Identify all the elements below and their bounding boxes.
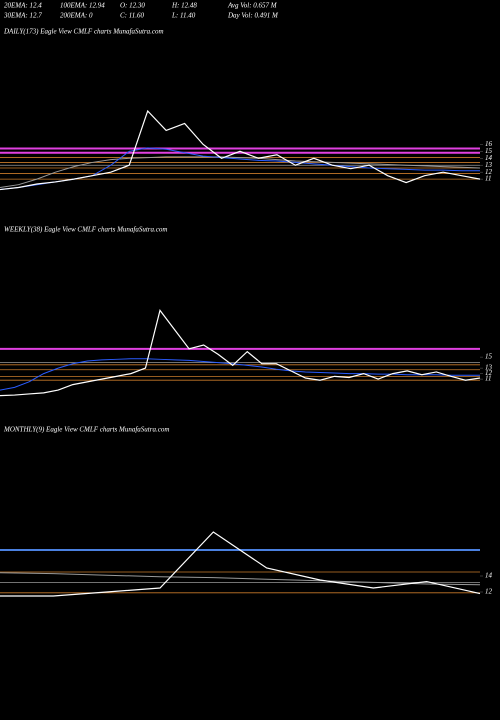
header-stat: 100EMA: 12.94	[60, 2, 105, 10]
series-line	[0, 309, 481, 397]
header-stat: L: 11.40	[171, 12, 196, 20]
y-tick-label: 13	[485, 364, 493, 372]
header-stat: 30EMA: 12.7	[3, 12, 42, 20]
series-line	[0, 156, 481, 188]
series-line	[0, 358, 480, 391]
header-stat: 200EMA: 0	[60, 12, 93, 20]
header-stat: Avg Vol: 0.657 M	[227, 2, 278, 10]
series-line	[0, 109, 481, 191]
y-tick-label: 16	[485, 140, 493, 148]
y-tick-label: 15	[485, 353, 493, 361]
series-line	[0, 572, 481, 586]
header-stat: H: 12.48	[171, 2, 197, 10]
y-tick-label: 11	[485, 375, 491, 383]
series-line	[0, 531, 481, 597]
y-tick-label: 13	[485, 161, 493, 169]
y-tick-label: 14	[485, 154, 493, 162]
header-stat: C: 11.60	[120, 12, 144, 20]
y-tick-label: 15	[485, 147, 493, 155]
header-stat: Day Vol: 0.491 M	[227, 12, 279, 20]
header-stat: 20EMA: 12.4	[4, 2, 42, 10]
panel-title: DAILY(173) Eagle View CMLF charts Munafa…	[3, 28, 164, 36]
panel-title: MONTHLY(9) Eagle View CMLF charts Munafa…	[3, 426, 169, 434]
y-tick-label: 14	[485, 572, 493, 580]
y-tick-label: 11	[485, 175, 491, 183]
header-stat: O: 12.30	[120, 2, 145, 10]
y-tick-label: 12	[485, 168, 493, 176]
panel-title: WEEKLY(38) Eagle View CMLF charts Munafa…	[4, 226, 167, 234]
y-tick-label: 12	[485, 369, 493, 377]
y-tick-label: 12	[485, 588, 493, 596]
